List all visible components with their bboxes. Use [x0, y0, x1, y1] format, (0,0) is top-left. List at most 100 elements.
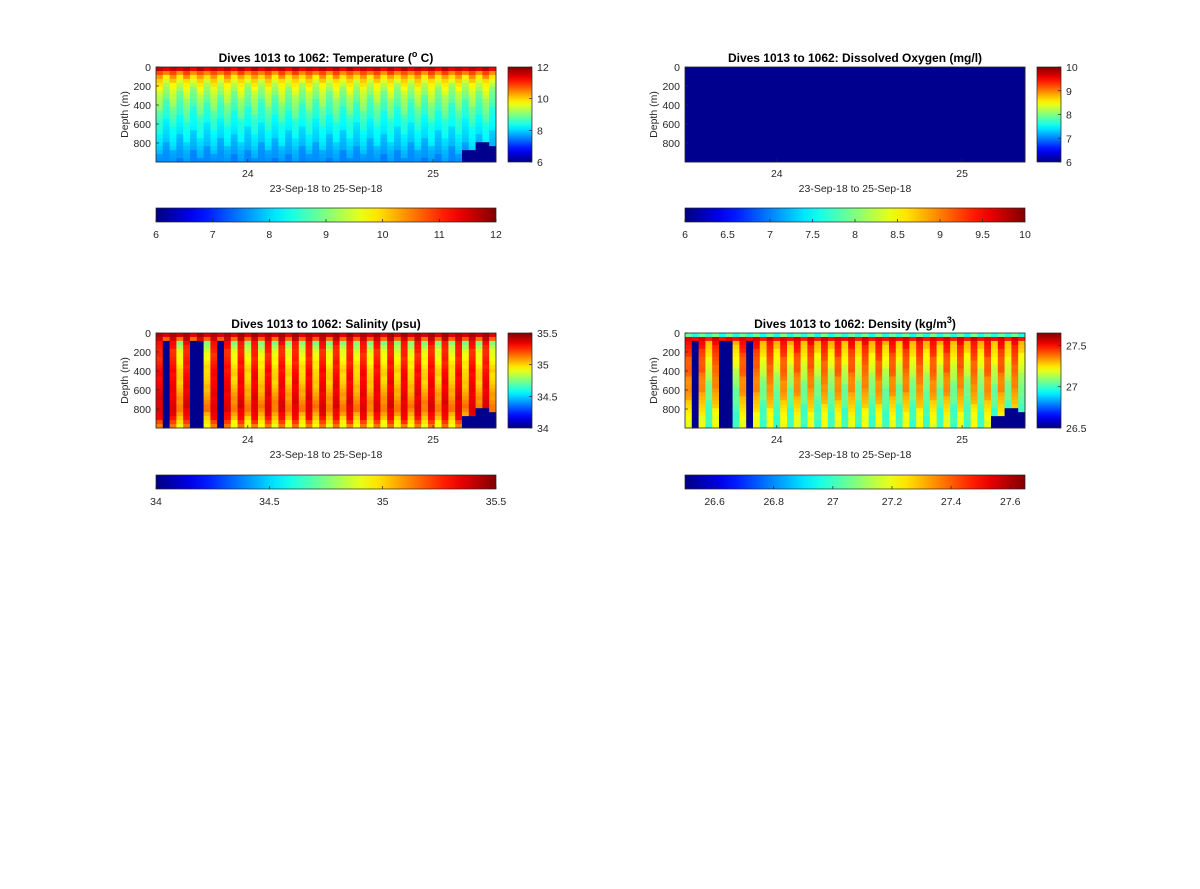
- heatmap-cell: [1018, 82, 1026, 88]
- heatmap-cell: [400, 67, 408, 72]
- heatmap-cell: [698, 376, 706, 381]
- heatmap-cell: [468, 356, 476, 362]
- heatmap-cell: [326, 416, 334, 421]
- heatmap-cell: [984, 364, 992, 370]
- heatmap-cell: [162, 74, 170, 80]
- heatmap-cell: [292, 384, 300, 389]
- heatmap-cell: [482, 118, 490, 123]
- heatmap-cell: [800, 130, 808, 135]
- heatmap-cell: [196, 110, 204, 115]
- heatmap-cell: [169, 356, 177, 362]
- heatmap-cell: [489, 396, 497, 401]
- heatmap-cell: [489, 333, 497, 338]
- heatmap-cell: [264, 420, 272, 425]
- heatmap-cell: [916, 150, 924, 155]
- heatmap-cell: [997, 404, 1005, 409]
- heatmap-cell: [366, 412, 374, 417]
- heatmap-cell: [936, 336, 944, 342]
- heatmap-cell: [882, 340, 890, 346]
- heatmap-cell: [373, 102, 381, 107]
- heatmap-cell: [271, 412, 279, 417]
- heatmap-cell: [271, 333, 279, 338]
- heatmap-cell: [421, 70, 429, 76]
- heatmap-cell: [210, 392, 218, 397]
- heatmap-cell: [875, 102, 883, 107]
- heatmap-cell: [285, 138, 293, 143]
- colorbar-tick-label: 8: [1066, 110, 1072, 122]
- heatmap-cell: [929, 70, 937, 76]
- heatmap-cell: [943, 380, 951, 385]
- heatmap-cell: [264, 392, 272, 397]
- heatmap-cell: [360, 376, 368, 381]
- heatmap-cell: [691, 376, 699, 381]
- heatmap-cell: [691, 118, 699, 123]
- heatmap-cell: [1018, 352, 1026, 358]
- heatmap-cell: [787, 348, 795, 354]
- heatmap-cell: [251, 404, 259, 409]
- heatmap-cell: [237, 74, 245, 80]
- heatmap-cell: [264, 98, 272, 104]
- heatmap-cell: [766, 126, 774, 131]
- heatmap-cell: [841, 110, 849, 115]
- heatmap-cell: [834, 340, 842, 346]
- heatmap-cell: [882, 126, 890, 131]
- heatmap-cell: [766, 360, 774, 366]
- heatmap-cell: [1018, 78, 1026, 84]
- heatmap-cell: [780, 67, 788, 72]
- heatmap-cell: [475, 98, 483, 104]
- heatmap-cell: [991, 78, 999, 84]
- colorbar-tick-label: 7: [1066, 133, 1072, 145]
- heatmap-cell: [970, 404, 978, 409]
- heatmap-cell: [1011, 340, 1019, 346]
- chart-panel: Dives 1013 to 1062: Density (kg/m3)02004…: [648, 315, 1087, 508]
- heatmap-cell: [889, 384, 897, 389]
- heatmap-cell: [339, 380, 347, 385]
- heatmap-cell: [203, 142, 211, 147]
- heatmap-cell: [875, 110, 883, 115]
- heatmap-cell: [902, 396, 910, 401]
- heatmap-cell: [868, 344, 876, 350]
- heatmap-cell: [455, 138, 463, 143]
- heatmap-cell: [943, 74, 951, 80]
- heatmap-cell: [997, 340, 1005, 346]
- heatmap-cell: [841, 122, 849, 127]
- heatmap-cell: [868, 74, 876, 80]
- heatmap-cell: [332, 336, 340, 342]
- heatmap-cell: [705, 150, 713, 155]
- heatmap-cell: [848, 70, 856, 76]
- heatmap-cell: [455, 356, 463, 362]
- heatmap-cell: [332, 360, 340, 366]
- heatmap-cell: [705, 106, 713, 111]
- heatmap-cell: [963, 86, 971, 92]
- heatmap-cell: [468, 368, 476, 373]
- heatmap-cell: [332, 352, 340, 358]
- heatmap-cell: [455, 118, 463, 123]
- heatmap-cell: [183, 122, 191, 127]
- heatmap-cell: [746, 98, 754, 104]
- heatmap-cell: [712, 408, 720, 413]
- heatmap-cell: [400, 408, 408, 413]
- heatmap-cell: [753, 146, 761, 151]
- heatmap-cell: [203, 78, 211, 84]
- heatmap-cell: [827, 122, 835, 127]
- heatmap-cell: [984, 340, 992, 346]
- heatmap-cell: [264, 130, 272, 135]
- heatmap-cell: [434, 384, 442, 389]
- heatmap-cell: [244, 102, 252, 107]
- heatmap-cell: [237, 67, 245, 72]
- heatmap-cell: [848, 82, 856, 88]
- heatmap-cell: [373, 392, 381, 397]
- heatmap-cell: [943, 360, 951, 366]
- heatmap-cell: [387, 344, 395, 350]
- heatmap-cell: [428, 333, 436, 338]
- heatmap-cell: [698, 424, 706, 429]
- heatmap-cell: [360, 368, 368, 373]
- heatmap-cell: [217, 122, 225, 127]
- heatmap-cell: [326, 376, 334, 381]
- heatmap-cell: [203, 110, 211, 115]
- heatmap-cell: [997, 396, 1005, 401]
- heatmap-cell: [183, 400, 191, 405]
- heatmap-cell: [814, 424, 822, 429]
- heatmap-cell: [312, 372, 320, 377]
- heatmap-cell: [753, 356, 761, 362]
